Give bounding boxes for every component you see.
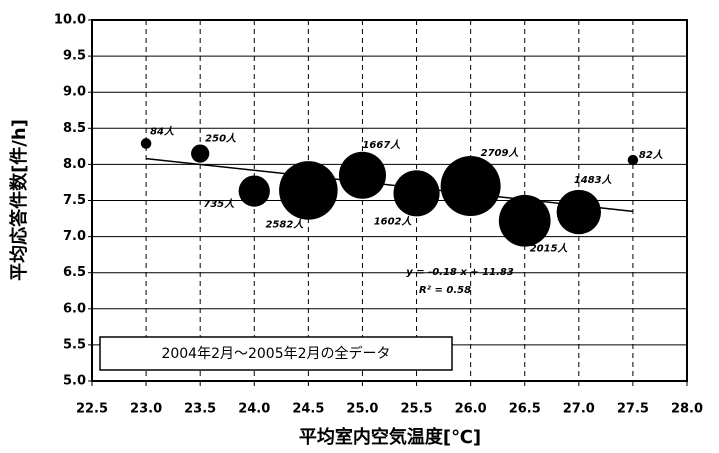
x-tick-label: 27.0 bbox=[563, 402, 595, 417]
bubble bbox=[627, 154, 639, 166]
data-label: 2709人 bbox=[481, 147, 520, 159]
x-tick-label: 23.5 bbox=[184, 402, 216, 417]
x-tick-label: 24.5 bbox=[292, 402, 324, 417]
x-tick-label: 26.0 bbox=[455, 402, 487, 417]
y-tick-label: 8.5 bbox=[63, 121, 86, 136]
bubble bbox=[556, 189, 602, 235]
y-tick-label: 9.0 bbox=[63, 85, 86, 100]
y-tick-label: 7.5 bbox=[63, 193, 86, 208]
y-tick-label: 5.0 bbox=[63, 374, 86, 389]
bubble bbox=[498, 194, 551, 247]
y-axis-label: 平均応答件数[件/h] bbox=[8, 119, 30, 281]
y-tick-label: 10.0 bbox=[54, 13, 86, 28]
equation: y = -0.18 x + 11.83 bbox=[406, 267, 514, 278]
x-tick-label: 23.0 bbox=[130, 402, 162, 417]
bubble bbox=[238, 175, 270, 207]
x-axis-label: 平均室内空気温度[℃] bbox=[299, 426, 481, 448]
bubble bbox=[140, 138, 152, 149]
data-label: 84人 bbox=[150, 125, 175, 137]
data-label: 1667人 bbox=[362, 139, 401, 151]
bubble bbox=[338, 151, 386, 199]
trendline bbox=[146, 157, 633, 213]
annotation-box bbox=[99, 336, 453, 371]
data-label: 1602人 bbox=[374, 215, 413, 227]
y-tick-label: 5.5 bbox=[63, 337, 86, 352]
data-label: 735人 bbox=[203, 198, 235, 210]
bubble bbox=[440, 156, 501, 217]
data-label: 1483人 bbox=[574, 174, 613, 186]
y-tick-label: 6.5 bbox=[63, 265, 86, 280]
x-tick-label: 27.5 bbox=[617, 402, 649, 417]
data-label: 82人 bbox=[639, 149, 664, 161]
x-tick-label: 22.5 bbox=[76, 402, 108, 417]
x-tick-label: 25.0 bbox=[346, 402, 378, 417]
x-tick-label: 24.0 bbox=[238, 402, 270, 417]
data-label: 2582人 bbox=[266, 218, 305, 230]
x-tick-label: 28.0 bbox=[671, 402, 703, 417]
bubble bbox=[393, 170, 440, 217]
data-label: 250人 bbox=[205, 133, 237, 145]
data-label: 2015人 bbox=[530, 243, 569, 255]
bubble bbox=[279, 161, 338, 220]
y-tick-label: 6.0 bbox=[63, 301, 86, 316]
y-tick-label: 9.5 bbox=[63, 49, 86, 64]
annotation: 2004年2月～2005年2月の全データ bbox=[161, 345, 390, 362]
plot-frame bbox=[91, 19, 688, 382]
x-tick-label: 25.5 bbox=[401, 402, 433, 417]
x-tick-label: 26.5 bbox=[509, 402, 541, 417]
r-squared: R² = 0.58 bbox=[419, 285, 471, 296]
bubble bbox=[191, 144, 210, 163]
y-tick-label: 7.0 bbox=[63, 229, 86, 244]
y-tick-label: 8.0 bbox=[63, 157, 86, 172]
